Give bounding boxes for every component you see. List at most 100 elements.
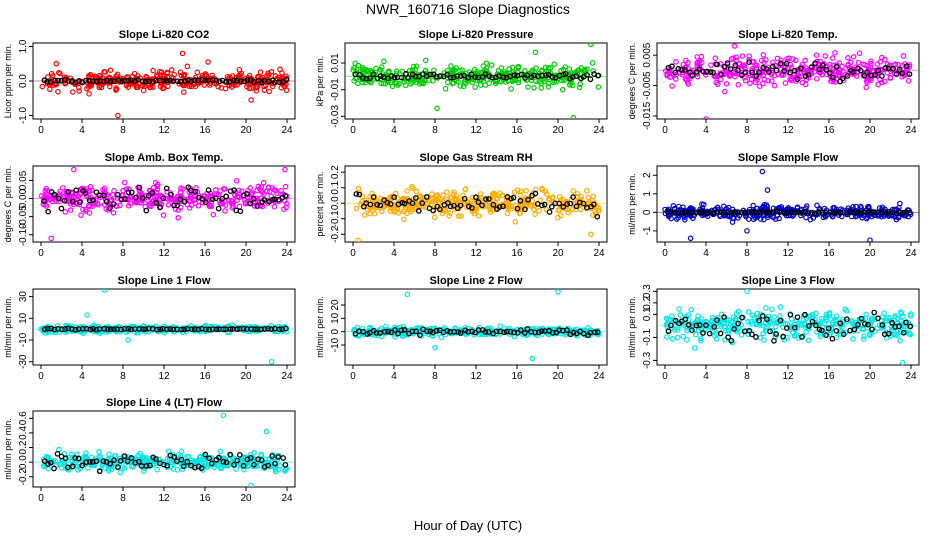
- highlight-point: [447, 203, 454, 210]
- highlight-point: [493, 74, 499, 81]
- highlight-point: [398, 327, 405, 334]
- data-point: [868, 58, 874, 65]
- highlight-point: [142, 326, 149, 332]
- y-tick-label: -0.05: [18, 205, 29, 228]
- x-tick-label: 24: [281, 125, 293, 136]
- highlight-point: [451, 202, 457, 209]
- highlight-point: [154, 326, 160, 333]
- highlight-point: [560, 204, 567, 210]
- data-point: [52, 458, 59, 465]
- y-tick-label: 0.0: [18, 74, 29, 88]
- highlight-point: [570, 194, 576, 200]
- data-point: [750, 202, 756, 209]
- data-point: [361, 331, 368, 338]
- highlight-point: [282, 325, 289, 332]
- highlight-point: [423, 328, 430, 334]
- data-point: [353, 205, 360, 212]
- highlight-point: [366, 329, 373, 336]
- highlight-point: [763, 209, 770, 215]
- data-point: [168, 67, 175, 73]
- data-point: [892, 61, 898, 67]
- highlight-point: [721, 209, 728, 216]
- highlight-point: [549, 329, 556, 336]
- highlight-point: [223, 78, 230, 85]
- x-tick-label: 0: [38, 125, 44, 136]
- data-point: [667, 316, 673, 323]
- highlight-point: [356, 71, 363, 78]
- data-point: [138, 200, 145, 206]
- y-tick-label: -30: [18, 354, 29, 369]
- highlight-point: [391, 194, 397, 201]
- highlight-point: [114, 191, 121, 198]
- highlight-point: [237, 208, 244, 215]
- highlight-point: [802, 73, 809, 80]
- highlight-point: [903, 209, 910, 215]
- highlight-point: [833, 328, 840, 334]
- highlight-point: [461, 195, 468, 202]
- data-point: [832, 49, 838, 56]
- data-point: [813, 52, 820, 58]
- data-point: [416, 80, 423, 87]
- highlight-point: [823, 332, 829, 338]
- highlight-point: [51, 465, 57, 472]
- highlight-point: [900, 209, 906, 216]
- outlier-point: [744, 228, 750, 234]
- highlight-point: [143, 463, 150, 469]
- data-point: [680, 61, 687, 68]
- data-point: [730, 215, 736, 221]
- highlight-point: [188, 78, 195, 85]
- data-point: [808, 71, 815, 77]
- highlight-point: [485, 329, 492, 335]
- highlight-point: [268, 326, 275, 332]
- data-point: [682, 216, 688, 223]
- highlight-point: [524, 326, 531, 332]
- data-point: [46, 196, 52, 203]
- data-point: [793, 57, 799, 64]
- highlight-point: [592, 329, 598, 336]
- data-point: [525, 84, 531, 90]
- data-point: [735, 308, 742, 315]
- data-point: [752, 79, 759, 86]
- highlight-point: [479, 202, 485, 209]
- highlight-point: [55, 195, 62, 202]
- highlight-point: [820, 62, 826, 69]
- data-point: [717, 76, 724, 83]
- panel-title: Slope Amb. Box Temp.: [105, 152, 224, 164]
- data-point: [802, 57, 808, 64]
- data-point: [222, 208, 228, 214]
- data-point: [868, 315, 875, 322]
- y-tick-label: 0.2: [18, 440, 29, 454]
- highlight-point: [61, 197, 68, 204]
- data-point: [665, 321, 671, 327]
- highlight-point: [907, 209, 913, 216]
- data-point: [569, 82, 576, 89]
- highlight-point: [753, 334, 759, 340]
- data-point: [508, 86, 514, 92]
- highlight-point: [250, 195, 257, 202]
- highlight-point: [672, 69, 679, 76]
- highlight-point: [739, 314, 745, 321]
- highlight-point: [180, 463, 187, 470]
- x-tick-label: 8: [120, 248, 126, 259]
- data-point: [584, 188, 590, 194]
- panel-3: Slope Li-820 Temp. 0 4 8 12 16 20 24 -0.015-0.00…: [627, 29, 920, 136]
- highlight-point: [248, 326, 255, 332]
- x-tick-label: 24: [593, 371, 605, 382]
- highlight-point: [417, 332, 423, 339]
- highlight-point: [199, 77, 205, 83]
- data-point: [871, 212, 878, 219]
- highlight-point: [580, 330, 587, 337]
- highlight-point: [759, 313, 766, 319]
- data-point: [738, 322, 744, 328]
- highlight-point: [458, 73, 464, 79]
- data-point: [749, 59, 756, 65]
- data-point: [881, 310, 887, 316]
- data-point: [745, 216, 752, 222]
- highlight-point: [128, 189, 135, 196]
- highlight-point: [405, 75, 411, 81]
- data-point: [577, 81, 584, 87]
- highlight-point: [388, 73, 395, 79]
- data-point: [589, 60, 596, 66]
- x-tick-label: 12: [158, 493, 170, 504]
